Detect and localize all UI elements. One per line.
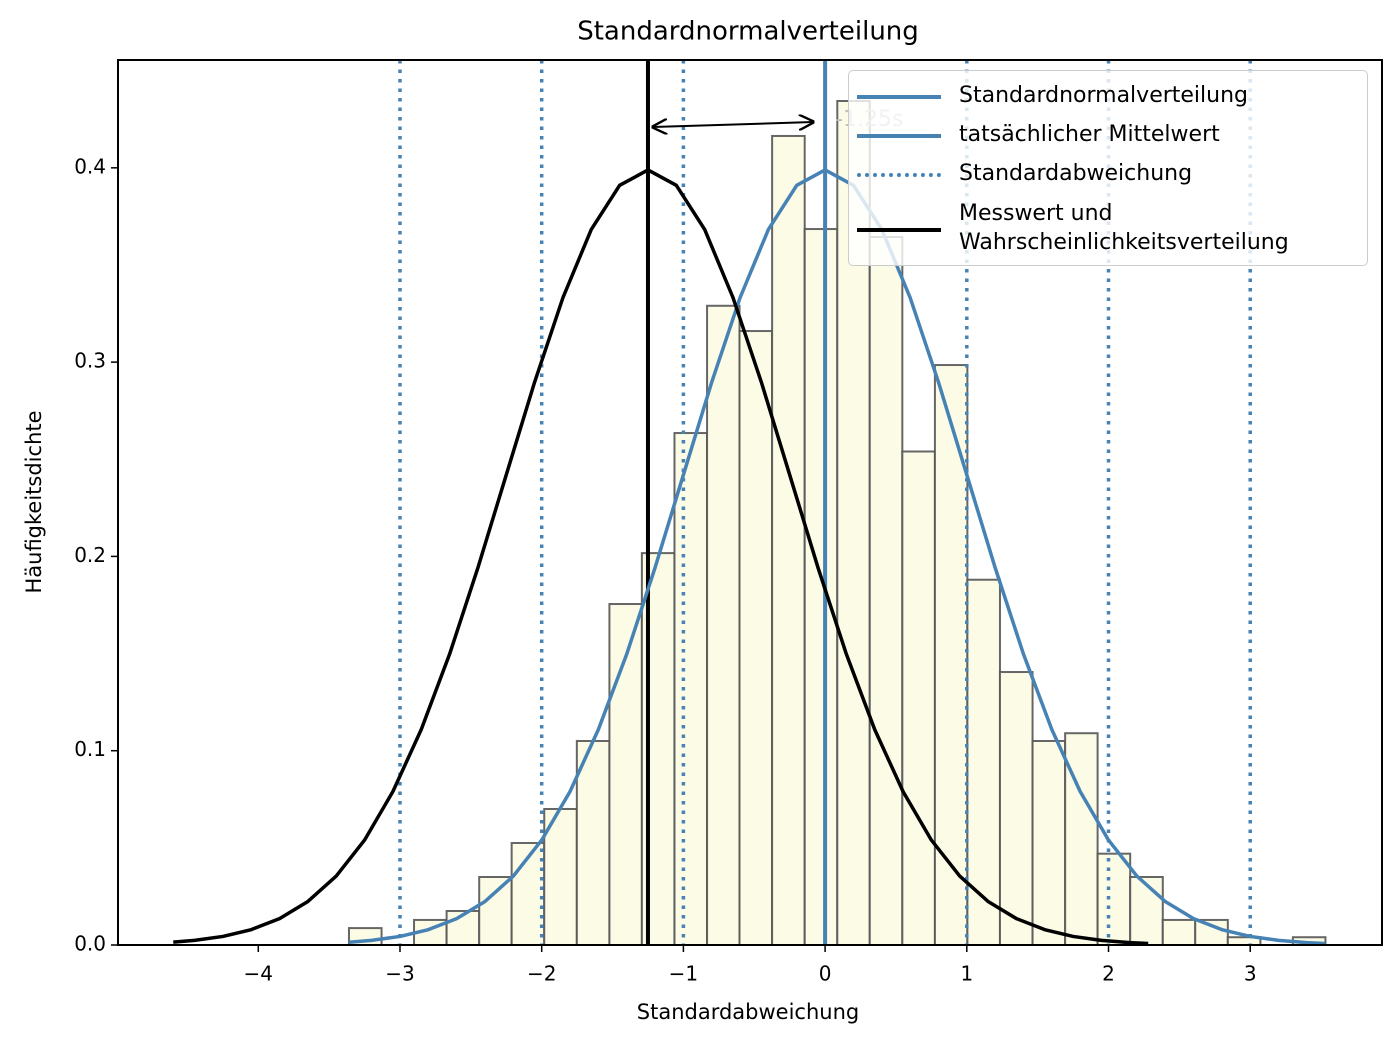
histogram-bar [478,875,513,946]
x-tick-label: 1 [960,962,973,986]
x-tick-label: −2 [527,962,556,986]
histogram-bar [771,134,806,947]
histogram-bar [803,228,839,946]
histogram-bar [933,364,969,947]
plot-frame [117,59,1383,946]
x-tick-label: 3 [1244,962,1257,986]
histogram-bar [1096,852,1132,946]
x-tick-label: −1 [669,962,698,986]
histogram-bar [738,330,774,947]
histogram-bar [966,578,1001,946]
histogram-bar [1161,918,1197,947]
histogram-bar [1129,875,1164,946]
legend-label: Standardabweichung [959,161,1193,186]
curve [173,168,1149,946]
curve [348,168,1326,946]
histogram-bar [868,236,904,946]
legend-label: tatsächlicher Mittelwert [959,122,1220,147]
legend-swatch [857,173,941,177]
histogram-bar [706,304,741,946]
legend-label: Messwert und Wahrscheinlichkeitsverteilu… [959,201,1289,255]
legend-swatch [857,134,941,138]
y-tick-label: 0.1 [74,737,106,761]
y-tick-label: 0.4 [74,154,106,178]
legend-label: Standardnormalverteilung [959,83,1249,108]
x-tick-label: 2 [1102,962,1115,986]
x-tick-label: −3 [385,962,414,986]
histogram-bar [998,671,1034,947]
legend-swatch [857,228,941,232]
histogram-bar [1194,918,1229,947]
y-tick-label: 0.0 [74,932,106,956]
histogram-bar [1031,739,1067,946]
y-tick-label: 0.2 [74,543,106,567]
x-axis-label: Standardabweichung [637,1000,859,1024]
x-tick-label: −4 [244,962,273,986]
histogram-bar [1064,732,1099,946]
annotation-arrow [653,122,813,127]
y-axis-label: Häufigkeitsdichte [22,410,46,593]
histogram-bar [575,739,611,946]
y-tick-label: 0.3 [74,349,106,373]
x-tick-label: 0 [819,962,832,986]
histogram-bar [673,432,709,946]
histogram-bar [901,450,936,946]
legend: Standardnormalverteilung tatsächlicher Mi… [848,70,1368,266]
chart-title: Standardnormalverteilung [577,17,919,47]
legend-swatch [857,95,941,99]
